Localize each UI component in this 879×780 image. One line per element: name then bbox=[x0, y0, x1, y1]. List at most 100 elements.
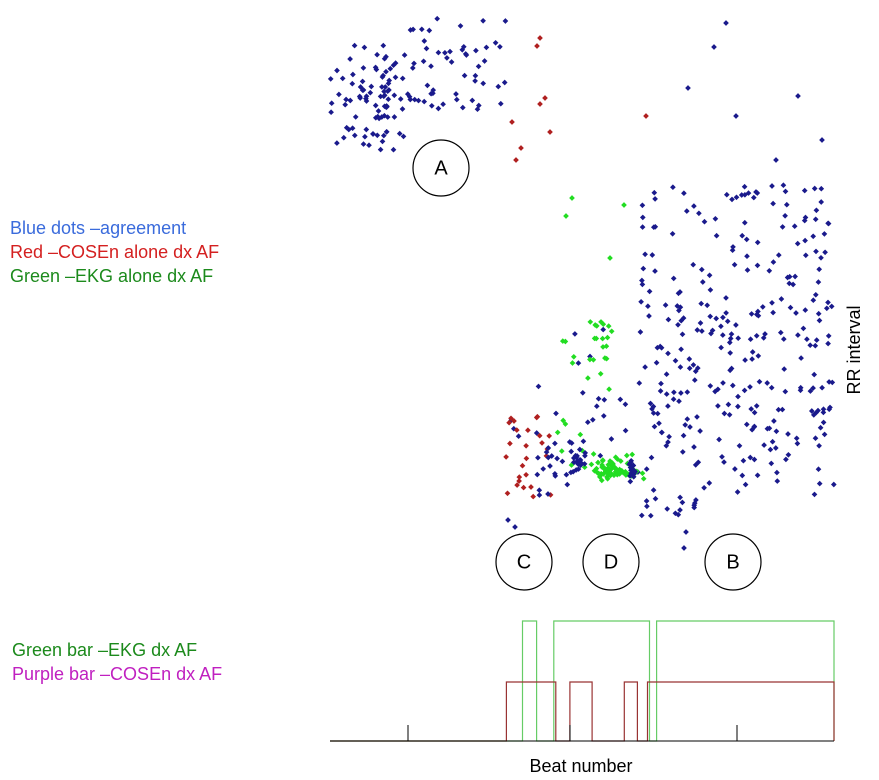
scatter-point bbox=[434, 15, 441, 22]
scatter-point bbox=[328, 109, 334, 116]
scatter-point bbox=[428, 102, 435, 109]
scatter-point bbox=[534, 471, 541, 478]
scatter-point bbox=[385, 96, 392, 103]
scatter-point bbox=[608, 466, 614, 473]
scatter-point bbox=[570, 353, 577, 360]
scatter-point bbox=[780, 336, 787, 342]
scatter-point bbox=[720, 380, 726, 386]
scatter-point bbox=[380, 132, 387, 139]
scatter-point bbox=[666, 433, 672, 440]
scatter-point bbox=[459, 104, 466, 111]
scatter-point bbox=[682, 422, 689, 428]
scatter-point bbox=[680, 432, 687, 439]
scatter-point bbox=[627, 478, 634, 485]
scatter-dots bbox=[327, 15, 837, 551]
scatter-point bbox=[534, 43, 540, 49]
scatter-point bbox=[676, 398, 682, 405]
scatter-point bbox=[507, 440, 513, 447]
scatter-point bbox=[515, 433, 522, 440]
scatter-point bbox=[435, 105, 442, 112]
scatter-point bbox=[712, 215, 719, 222]
scatter-point bbox=[820, 409, 827, 416]
scatter-point bbox=[744, 267, 751, 273]
scatter-point bbox=[764, 380, 771, 386]
scatter-point bbox=[676, 307, 682, 314]
scatter-point bbox=[742, 481, 749, 488]
scatter-point bbox=[690, 362, 697, 368]
scatter-point bbox=[670, 184, 676, 191]
scatter-point bbox=[495, 83, 502, 90]
scatter-point bbox=[816, 480, 823, 487]
scatter-point bbox=[421, 38, 428, 44]
scatter-point bbox=[810, 233, 817, 240]
scatter-point bbox=[753, 332, 760, 339]
scatter-point bbox=[351, 42, 358, 49]
scatter-point bbox=[764, 425, 771, 432]
scatter-point bbox=[802, 237, 808, 244]
scatter-point bbox=[656, 420, 662, 427]
scatter-point bbox=[572, 452, 579, 459]
scatter-point bbox=[723, 191, 730, 198]
scatter-point bbox=[797, 387, 804, 394]
scatter-point bbox=[735, 335, 742, 342]
scatter-point bbox=[370, 131, 376, 137]
scatter-point bbox=[686, 365, 693, 372]
marker-a: A bbox=[412, 139, 470, 197]
scatter-point bbox=[534, 413, 541, 420]
scatter-point bbox=[677, 494, 683, 501]
diagnosis-bars bbox=[330, 620, 835, 742]
scatter-point bbox=[739, 232, 746, 239]
scatter-point bbox=[747, 336, 754, 343]
scatter-point bbox=[349, 80, 356, 87]
scatter-point bbox=[577, 431, 584, 438]
scatter-point bbox=[590, 356, 597, 363]
scatter-point bbox=[383, 68, 389, 75]
scatter-point bbox=[706, 480, 713, 486]
scatter-point bbox=[473, 47, 479, 54]
scatter-point bbox=[738, 192, 745, 198]
scatter-point bbox=[749, 356, 755, 362]
scatter-point bbox=[821, 231, 828, 237]
scatter-point bbox=[367, 89, 374, 96]
scatter-point bbox=[623, 452, 630, 459]
scatter-point bbox=[793, 310, 799, 316]
marker-d: D bbox=[582, 533, 640, 591]
scatter-point bbox=[733, 113, 739, 119]
scatter-point bbox=[622, 427, 629, 434]
scatter-point bbox=[807, 342, 814, 349]
scatter-point bbox=[363, 93, 370, 100]
cosen-dx-af-bar bbox=[330, 681, 835, 742]
scatter-point bbox=[815, 466, 822, 473]
scatter-point bbox=[769, 183, 775, 189]
scatter-point bbox=[697, 320, 704, 326]
scatter-point bbox=[696, 210, 702, 217]
scatter-point bbox=[360, 141, 367, 147]
scatter-point bbox=[545, 445, 552, 451]
scatter-point bbox=[523, 471, 529, 478]
scatter-point bbox=[678, 346, 684, 353]
scatter-point bbox=[588, 461, 595, 468]
scatter-point bbox=[359, 78, 366, 85]
scatter-point bbox=[595, 459, 601, 466]
scatter-point bbox=[652, 495, 659, 502]
scatter-point bbox=[600, 471, 607, 477]
scatter-point bbox=[560, 417, 567, 424]
scatter-point bbox=[426, 27, 433, 34]
scatter-point bbox=[736, 442, 743, 449]
scatter-point bbox=[513, 427, 520, 433]
scatter-point bbox=[502, 18, 509, 24]
scatter-point bbox=[721, 459, 727, 465]
scatter-point bbox=[679, 331, 686, 338]
scatter-point bbox=[536, 432, 543, 439]
scatter-point bbox=[613, 465, 619, 472]
scatter-point bbox=[683, 529, 689, 535]
scatter-point bbox=[383, 104, 390, 111]
scatter-point bbox=[639, 281, 646, 288]
marker-b: B bbox=[704, 533, 762, 591]
scatter-point bbox=[718, 344, 724, 351]
scatter-point bbox=[472, 72, 479, 79]
scatter-point bbox=[798, 355, 804, 361]
scatter-point bbox=[813, 337, 820, 343]
scatter-point bbox=[815, 407, 821, 414]
scatter-point bbox=[562, 421, 569, 427]
